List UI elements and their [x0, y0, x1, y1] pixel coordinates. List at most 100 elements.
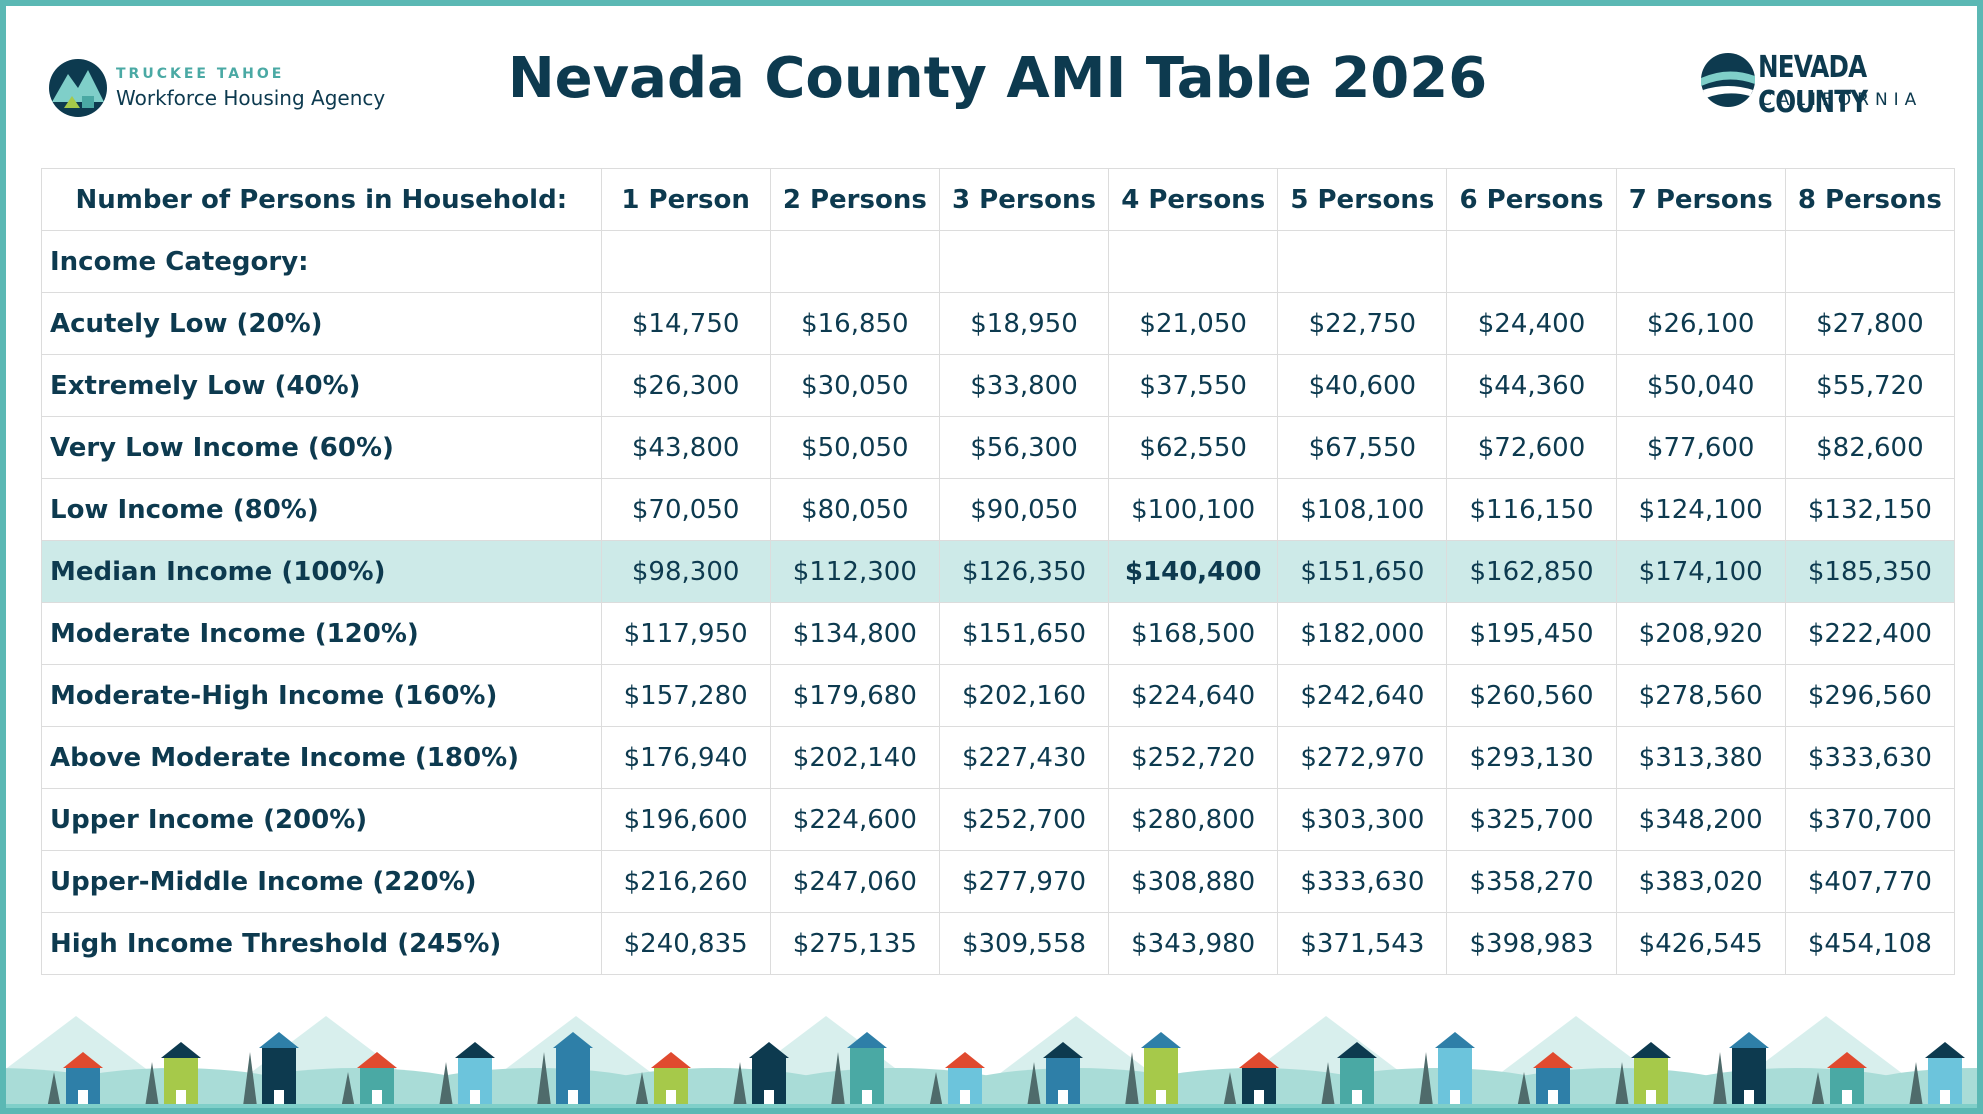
section-row: Income Category:	[41, 230, 1956, 293]
decoration	[259, 1032, 299, 1048]
column-header: 1 Person	[600, 168, 771, 231]
decoration	[144, 1062, 160, 1108]
decoration	[1418, 1052, 1434, 1108]
decoration	[1548, 1090, 1558, 1106]
income-cell: $44,360	[1446, 354, 1617, 417]
decoration	[764, 1090, 774, 1106]
income-cell: $112,300	[769, 540, 940, 603]
income-row: Median Income (100%) $98,300 $112,300 $126,…	[41, 540, 1956, 603]
income-cell: $296,560	[1784, 664, 1956, 727]
income-row: Very Low Income (60%) $43,800 $50,050 $56,3…	[41, 416, 1956, 479]
income-cell: $40,600	[1277, 354, 1448, 417]
income-cell: $195,450	[1446, 602, 1617, 665]
income-cell: $371,543	[1277, 912, 1448, 975]
decoration	[455, 1042, 495, 1058]
income-cell: $398,983	[1446, 912, 1617, 975]
empty-cell	[938, 230, 1110, 293]
income-cell: $50,040	[1615, 354, 1786, 417]
column-header: 3 Persons	[938, 168, 1110, 231]
row-label: Upper-Middle Income (220%)	[41, 850, 602, 913]
income-cell: $308,880	[1108, 850, 1279, 913]
decoration	[1940, 1090, 1950, 1106]
column-header: 8 Persons	[1784, 168, 1956, 231]
decoration	[1631, 1042, 1671, 1058]
decoration	[47, 1072, 61, 1108]
decoration	[635, 1072, 649, 1108]
income-cell: $16,850	[769, 292, 940, 355]
income-cell: $100,100	[1108, 478, 1279, 541]
income-cell: $216,260	[600, 850, 771, 913]
income-cell: $348,200	[1615, 788, 1786, 851]
right-logo-icon	[1701, 53, 1755, 107]
income-cell: $325,700	[1446, 788, 1617, 851]
income-cell: $117,950	[600, 602, 771, 665]
income-cell: $280,800	[1108, 788, 1279, 851]
income-cell: $333,630	[1784, 726, 1956, 789]
decoration	[1026, 1062, 1042, 1108]
decoration	[1712, 1052, 1728, 1108]
decoration	[357, 1052, 397, 1068]
income-cell: $293,130	[1446, 726, 1617, 789]
income-cell: $222,400	[1784, 602, 1956, 665]
income-cell: $370,700	[1784, 788, 1956, 851]
income-cell: $260,560	[1446, 664, 1617, 727]
income-cell: $196,600	[600, 788, 771, 851]
decoration	[1141, 1032, 1181, 1048]
ami-table: Number of Persons in Household: 1 Person 2…	[41, 168, 1956, 975]
income-cell: $179,680	[769, 664, 940, 727]
income-cell: $252,700	[938, 788, 1110, 851]
income-cell: $168,500	[1108, 602, 1279, 665]
income-row: Acutely Low (20%) $14,750 $16,850 $18,950 $2…	[41, 292, 1956, 355]
right-logo-top: NEVADA COUNTY	[1758, 50, 1868, 120]
income-cell: $252,720	[1108, 726, 1279, 789]
decoration	[1744, 1090, 1754, 1106]
decoration	[1614, 1062, 1630, 1108]
income-cell: $80,050	[769, 478, 940, 541]
decoration	[1043, 1042, 1083, 1058]
decoration	[161, 1042, 201, 1058]
decoration	[1124, 1052, 1140, 1108]
income-cell: $343,980	[1108, 912, 1279, 975]
decoration	[1729, 1032, 1769, 1048]
income-row: Low Income (80%) $70,050 $80,050 $90,050 $10…	[41, 478, 1956, 541]
income-row: Upper-Middle Income (220%) $216,260 $247,0…	[41, 850, 1956, 913]
decoration	[274, 1090, 284, 1106]
income-cell: $224,600	[769, 788, 940, 851]
decoration	[960, 1090, 970, 1106]
income-cell: $108,100	[1277, 478, 1448, 541]
income-cell: $70,050	[600, 478, 771, 541]
income-cell: $202,160	[938, 664, 1110, 727]
decoration	[666, 1090, 676, 1106]
income-cell: $37,550	[1108, 354, 1279, 417]
decoration	[1827, 1052, 1867, 1068]
income-cell: $77,600	[1615, 416, 1786, 479]
decoration	[1320, 1062, 1336, 1108]
title: Nevada County AMI Table 2026	[507, 46, 1488, 111]
income-cell: $227,430	[938, 726, 1110, 789]
row-label: Moderate-High Income (160%)	[41, 664, 602, 727]
decoration	[732, 1062, 748, 1108]
empty-cell	[600, 230, 771, 293]
empty-cell	[1277, 230, 1448, 293]
income-cell: $224,640	[1108, 664, 1279, 727]
row-label: Moderate Income (120%)	[41, 602, 602, 665]
decoration	[1156, 1090, 1166, 1106]
row-label: Median Income (100%)	[41, 540, 602, 603]
decoration	[6, 1104, 1977, 1108]
decoration	[945, 1052, 985, 1068]
income-cell: $14,750	[600, 292, 771, 355]
decoration	[1337, 1042, 1377, 1058]
decoration	[242, 1052, 258, 1108]
income-cell: $303,300	[1277, 788, 1448, 851]
left-logo-bottom: Workforce Housing Agency	[116, 86, 386, 110]
column-header: 5 Persons	[1277, 168, 1448, 231]
decoration	[1058, 1090, 1068, 1106]
column-header: 7 Persons	[1615, 168, 1786, 231]
decoration	[1908, 1062, 1924, 1108]
income-cell: $333,630	[1277, 850, 1448, 913]
decoration	[1517, 1072, 1531, 1108]
income-cell: $277,970	[938, 850, 1110, 913]
decoration	[470, 1090, 480, 1106]
column-header: Number of Persons in Household:	[41, 168, 602, 231]
